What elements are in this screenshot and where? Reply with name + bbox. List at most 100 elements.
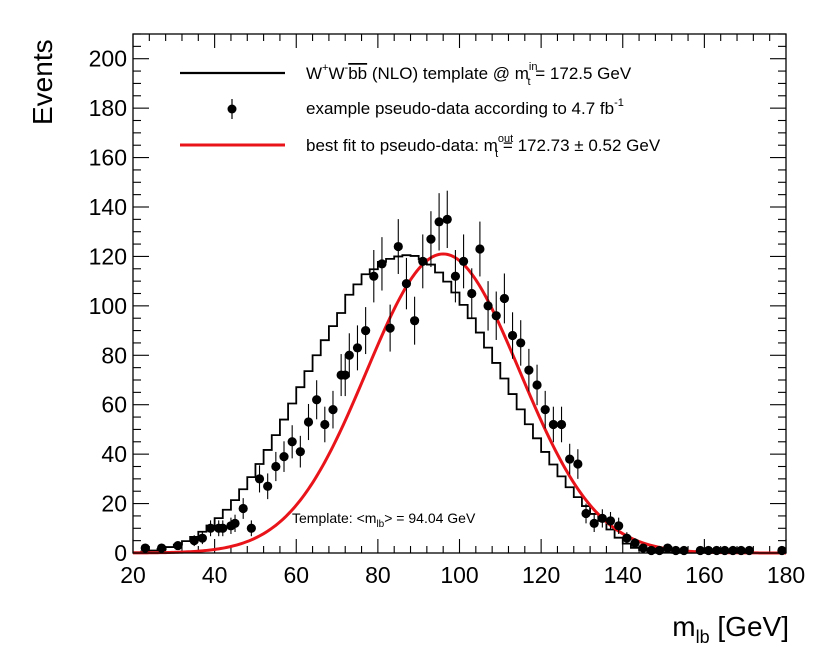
legend-template-label: W+W-bb (NLO) template @ min t = 172.5 GeV: [306, 61, 632, 88]
data-point: [352, 343, 363, 353]
lg-template-p6: in: [529, 61, 538, 73]
y-tick-label: 100: [89, 293, 127, 319]
lg-template-p5: (NLO) template @ m: [367, 64, 529, 83]
data-point: [499, 293, 509, 304]
data-point: [491, 311, 501, 321]
data-point: [614, 521, 624, 531]
data-point: [328, 405, 338, 415]
data-point: [271, 461, 281, 472]
data-point: [205, 523, 216, 533]
data-point: [344, 350, 354, 360]
data-point: [597, 513, 607, 524]
y-tick-label: 160: [89, 145, 127, 171]
data-point: [156, 543, 167, 553]
data-point: [703, 545, 714, 556]
data-point: [646, 545, 656, 556]
axis-ticks: [132, 33, 787, 554]
lg-template-p7: t: [527, 76, 530, 88]
x-tick-label: 120: [522, 562, 560, 588]
data-point: [434, 217, 444, 227]
y-tick-label: 180: [89, 95, 127, 121]
data-point: [556, 419, 567, 430]
data-point: [246, 523, 256, 533]
y-tick-label: 80: [101, 342, 127, 368]
lg-data-p1: -1: [614, 97, 624, 109]
data-point: [218, 523, 228, 533]
lg-template-p2: W: [328, 64, 344, 83]
data-point: [401, 279, 412, 289]
data-point: [507, 330, 518, 341]
data-point: [679, 545, 689, 556]
x-tick-label: 140: [604, 562, 642, 588]
data-point: [548, 419, 558, 430]
x-tick-label: 80: [365, 562, 391, 588]
data-point: [654, 545, 665, 556]
data-point: [638, 543, 648, 553]
data-point: [295, 447, 305, 457]
data-point: [238, 503, 248, 514]
lg-data-p0: example pseudo-data according to 4.7 fb: [306, 99, 614, 118]
lg-fit-p3: = 172.73 ± 0.52 GeV: [498, 136, 661, 155]
annotation-p2: > = 94.04 GeV: [384, 510, 476, 526]
data-point: [173, 540, 183, 551]
data-point: [736, 545, 746, 556]
lg-fit-p2: t: [495, 148, 498, 160]
x-axis-title-m: m: [672, 611, 695, 642]
data-point: [140, 543, 150, 553]
axis-tick-labels: 20 40 60 80 100 120 140 160 18002040608010012014…: [89, 46, 806, 588]
y-tick-label: 20: [101, 491, 127, 517]
y-tick-label: 200: [89, 46, 127, 72]
x-axis-title: mlb [GeV]: [672, 611, 789, 647]
data-point: [605, 516, 616, 526]
y-tick-label: 120: [89, 243, 127, 269]
lg-template-p0: W: [306, 64, 322, 83]
data-point: [524, 365, 534, 375]
data-point: [720, 545, 730, 556]
x-tick-label: 100: [440, 562, 478, 588]
data-point: [303, 417, 314, 427]
data-point: [475, 244, 485, 254]
data-point: [565, 454, 575, 464]
template-histogram: [133, 254, 786, 554]
x-axis-title-sub: lb: [696, 627, 710, 647]
data-point: [589, 518, 599, 528]
lg-fit-p0: best fit to pseudo-data: m: [306, 136, 498, 155]
data-point: [744, 545, 754, 556]
data-point: [573, 459, 583, 469]
y-tick-label: 60: [101, 392, 127, 418]
data-point: [540, 405, 550, 415]
legend: W+W-bb (NLO) template @ min t = 172.5 GeV…: [180, 61, 661, 160]
legend-data-label: example pseudo-data according to 4.7 fb-…: [306, 97, 624, 118]
pseudo-data-points: [140, 190, 787, 556]
y-tick-label: 0: [114, 540, 127, 566]
data-point: [663, 543, 673, 553]
data-point: [418, 256, 428, 266]
lg-template-p1: +: [322, 62, 328, 74]
x-tick-label: 20: [120, 562, 146, 588]
data-point: [581, 508, 591, 519]
data-point: [695, 545, 705, 556]
data-point: [777, 545, 787, 556]
y-tick-label: 40: [101, 441, 127, 467]
lg-template-p4: bb: [348, 64, 367, 83]
data-point: [230, 518, 240, 528]
data-point: [340, 370, 350, 380]
x-axis-title-unit: [GeV]: [710, 611, 789, 642]
data-point: [622, 533, 632, 543]
data-point: [377, 259, 387, 269]
data-point: [450, 271, 461, 281]
lg-template-p8: = 172.5 GeV: [531, 64, 632, 83]
data-point: [279, 452, 289, 462]
y-tick-label: 140: [89, 194, 127, 220]
data-point: [467, 288, 477, 299]
data-point: [532, 380, 542, 390]
data-point: [728, 545, 738, 556]
y-axis-title: Events: [27, 39, 58, 125]
x-tick-label: 60: [283, 562, 309, 588]
lg-fit-p1: out: [498, 133, 513, 145]
data-point: [385, 323, 395, 333]
data-point: [393, 241, 403, 252]
data-point: [410, 316, 420, 326]
data-point: [483, 301, 493, 311]
